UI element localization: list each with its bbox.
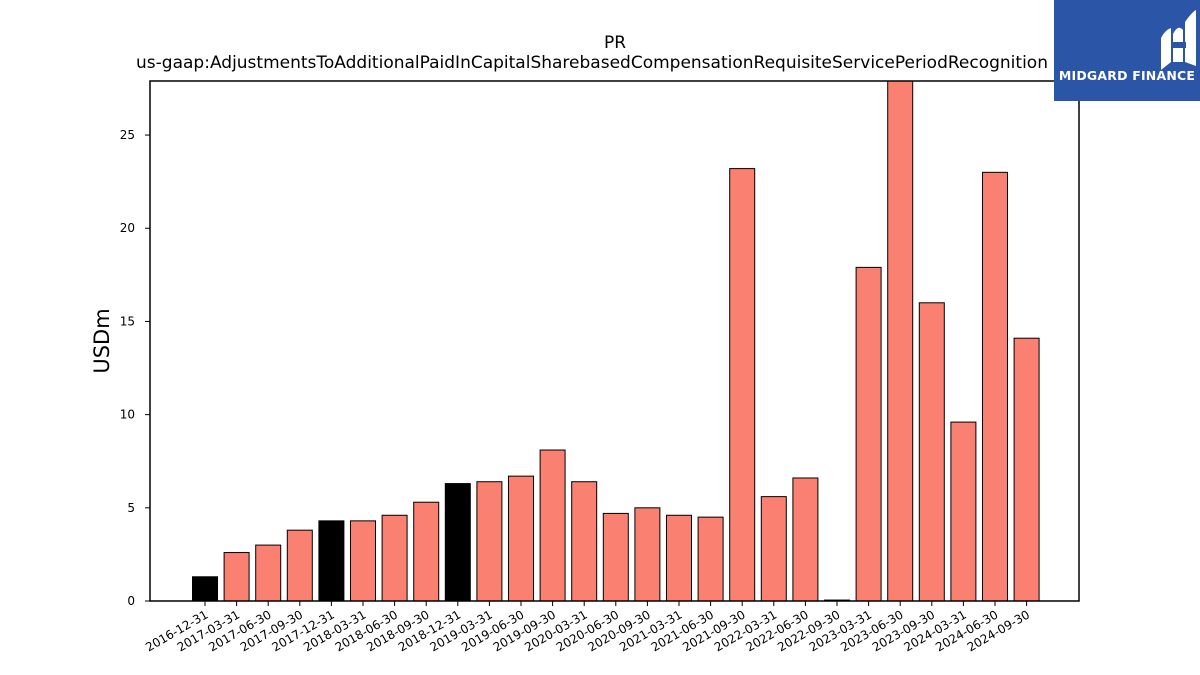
bar-2024-03-31 — [950, 421, 977, 602]
bar-2022-06-30 — [792, 477, 819, 602]
bar-2016-12-31 — [192, 576, 218, 602]
y-tick-label: 0 — [127, 594, 135, 608]
y-tick-label: 15 — [120, 314, 135, 328]
bar-2020-03-31 — [571, 481, 598, 602]
x-axis-ticks: 2016-12-312017-03-312017-06-302017-09-30… — [143, 601, 1032, 654]
plot-frame — [149, 80, 1080, 602]
logo-mark-icon — [1161, 10, 1196, 70]
bar-2019-09-30 — [539, 449, 566, 602]
bar-2023-03-31 — [855, 266, 882, 602]
bars-group — [192, 80, 1040, 602]
bar-2020-06-30 — [602, 512, 629, 602]
bar-2019-03-31 — [476, 481, 503, 602]
bar-2018-09-30 — [413, 501, 440, 602]
bar-2023-06-30 — [887, 80, 914, 602]
y-tick-label: 10 — [120, 408, 135, 422]
chart-title: PR — [604, 33, 626, 53]
bar-2020-09-30 — [634, 507, 661, 602]
bar-2024-06-30 — [982, 171, 1008, 602]
bar-2021-06-30 — [697, 516, 724, 602]
y-tick-label: 20 — [120, 221, 135, 235]
bar-2023-09-30 — [918, 302, 945, 602]
bar-2022-03-31 — [760, 496, 787, 602]
midgard-finance-logo: MIDGARD FINANCE — [1054, 0, 1200, 101]
bar-2017-03-31 — [223, 552, 250, 602]
y-axis-ticks: 0 5 10 15 20 25 — [120, 128, 150, 608]
bar-2017-09-30 — [286, 529, 313, 602]
chart-subtitle: us-gaap:AdjustmentsToAdditionalPaidInCap… — [136, 53, 1048, 73]
bar-2018-12-31 — [444, 483, 471, 602]
bar-2018-06-30 — [381, 514, 408, 602]
bar-2021-03-31 — [666, 514, 692, 602]
bar-2018-03-31 — [350, 520, 376, 602]
logo-text: MIDGARD FINANCE — [1058, 68, 1196, 83]
bar-2017-12-31 — [318, 520, 345, 602]
bar-2024-09-30 — [1013, 337, 1040, 602]
bar-2017-06-30 — [255, 544, 282, 602]
y-tick-label: 25 — [120, 128, 135, 142]
bar-2019-06-30 — [508, 475, 534, 602]
bar-2021-09-30 — [729, 168, 756, 602]
y-axis-label: USDm — [90, 308, 114, 373]
y-tick-label: 5 — [127, 501, 135, 515]
